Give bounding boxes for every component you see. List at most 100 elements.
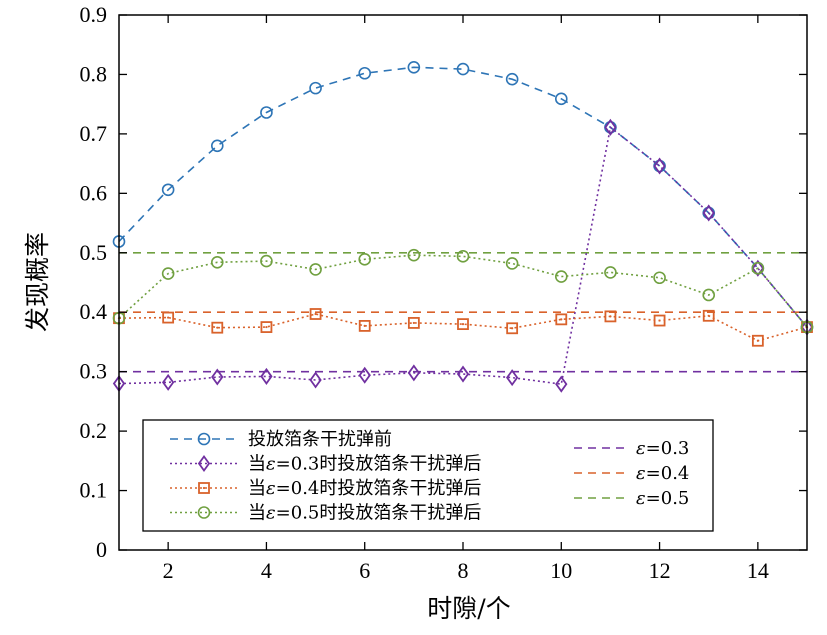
y-tick-label-0.7: 0.7 (80, 121, 108, 146)
series-2-point-7 (407, 364, 421, 382)
x-tick-label-4: 4 (261, 558, 272, 583)
y-tick-label-0.2: 0.2 (80, 418, 108, 443)
series-1-point-6 (358, 66, 372, 80)
x-tick-label-12: 12 (649, 558, 671, 583)
series-3-point-9 (506, 322, 519, 335)
series-3-point-3-center (216, 326, 219, 329)
legend-marker-2 (197, 454, 211, 473)
series-2-point-4 (260, 367, 273, 385)
x-tick-label-14: 14 (747, 558, 769, 583)
series-3-point-7 (407, 317, 420, 329)
legend-box (142, 419, 714, 532)
series-4-point-13 (702, 288, 716, 302)
series-3-point-11-center (609, 315, 612, 318)
series-3-point-2-center (167, 316, 170, 319)
series-1-point-5 (309, 81, 322, 95)
series-1-point-10 (554, 92, 568, 106)
y-tick-label-0.5: 0.5 (80, 240, 108, 265)
legend-label-3: 当ε=0.4时投放箔条干扰弹后 (248, 478, 481, 499)
legend-label-1: 投放箔条干扰弹前 (248, 429, 392, 450)
series-4-point-14 (751, 261, 765, 275)
series-1-point-7 (407, 61, 421, 74)
legend-marker-1 (197, 432, 211, 446)
series-2-point-9 (505, 369, 519, 387)
x-tick-label-2: 2 (163, 558, 174, 583)
legend: 投放箔条干扰弹前当ε=0.3时投放箔条干扰弹后当ε=0.4时投放箔条干扰弹后当ε… (142, 419, 714, 532)
series-2-point-13 (702, 204, 715, 222)
series-2-point-2 (161, 373, 175, 391)
plot-layer (112, 61, 814, 393)
series-4-point-3 (210, 255, 224, 269)
series-2-point-8 (456, 365, 470, 383)
legend-threshold-label-1: ε=0.3 (636, 438, 689, 459)
series-3-point-8 (457, 318, 469, 331)
series-1-point-2 (161, 183, 175, 197)
series-2-point-12 (653, 157, 666, 175)
series-3-point-13-center (707, 314, 710, 317)
series-3-point-6-center (363, 324, 366, 327)
series-1-point-3 (210, 139, 224, 153)
axes-layer: 2 4 6 8 10 12 14 0 0.1 0.2 0.3 0.4 0.5 0.6 0.7 0.8 0.9 (80, 2, 808, 583)
series-4-point-5 (309, 263, 322, 276)
legend-label-4: 当ε=0.5时投放箔条干扰弹后 (248, 503, 481, 524)
series-3-point-6 (358, 319, 371, 332)
legend-label-2: 当ε=0.3时投放箔条干扰弹后 (248, 454, 481, 475)
series-3-point-7-center (412, 321, 415, 325)
legend-threshold-label-3: ε=0.5 (636, 488, 689, 509)
series-2-point-10 (555, 375, 568, 393)
y-tick-label-0.1: 0.1 (80, 478, 108, 503)
series-3-point-5-center (314, 312, 317, 316)
series-3-point-12-center (658, 319, 661, 322)
series-3-point-14-center (756, 339, 759, 342)
series-3-point-11 (604, 310, 617, 323)
series-3-point-12 (653, 314, 666, 327)
x-tick-label-10: 10 (550, 558, 572, 583)
series-1-point-4 (260, 106, 273, 119)
y-tick-label-0.8: 0.8 (80, 61, 108, 86)
x-tick-label-6: 6 (359, 558, 370, 583)
y-tick-label-0: 0 (96, 537, 107, 562)
series-line-1 (118, 66, 808, 328)
series-3-point-14 (751, 334, 764, 347)
series-2-point-5 (309, 371, 322, 389)
series-4-point-9 (505, 257, 519, 270)
series-3-point-10-center (560, 318, 563, 321)
series-4-point-2 (161, 267, 175, 280)
series-4-point-6 (358, 253, 372, 266)
series-3-point-2 (162, 311, 175, 324)
legend-marker-4 (197, 506, 211, 519)
series-3-point-5 (309, 308, 322, 320)
series-1-point-9 (505, 72, 519, 86)
series-line-2 (118, 125, 808, 386)
series-1-point-8 (456, 62, 470, 76)
series-3-point-13 (702, 309, 715, 322)
legend-marker-3-center (202, 486, 206, 490)
series-2-point-6 (358, 366, 371, 384)
legend-marker-3 (198, 482, 210, 494)
legend-threshold-label-2: ε=0.4 (636, 463, 689, 484)
x-axis-label: 时隙/个 (427, 594, 510, 623)
y-tick-label-0.6: 0.6 (80, 180, 108, 205)
x-tick-label-8: 8 (458, 558, 469, 583)
series-3-point-10 (555, 313, 568, 326)
y-tick-label-0.4: 0.4 (80, 299, 108, 324)
series-3-point-4 (260, 321, 273, 333)
series-2-point-14 (751, 259, 765, 277)
series-2-point-3 (211, 368, 224, 386)
series-3-point-9-center (511, 327, 514, 330)
y-tick-label-0.3: 0.3 (80, 359, 108, 384)
series-4-point-12 (653, 271, 666, 285)
series-3-point-3 (211, 321, 224, 334)
series-3-point-4-center (265, 325, 268, 329)
series-line-3 (118, 313, 808, 342)
series-4-point-10 (554, 270, 568, 283)
series-2-point-11 (604, 118, 617, 136)
series-4-point-7 (407, 248, 421, 262)
y-tick-label-0.9: 0.9 (80, 2, 108, 27)
series-4-point-4 (260, 254, 273, 268)
series-4-point-11 (604, 266, 617, 279)
series-3-point-8-center (461, 323, 465, 326)
y-axis-label: 发现概率 (23, 232, 52, 332)
series-4-point-8 (456, 250, 470, 263)
